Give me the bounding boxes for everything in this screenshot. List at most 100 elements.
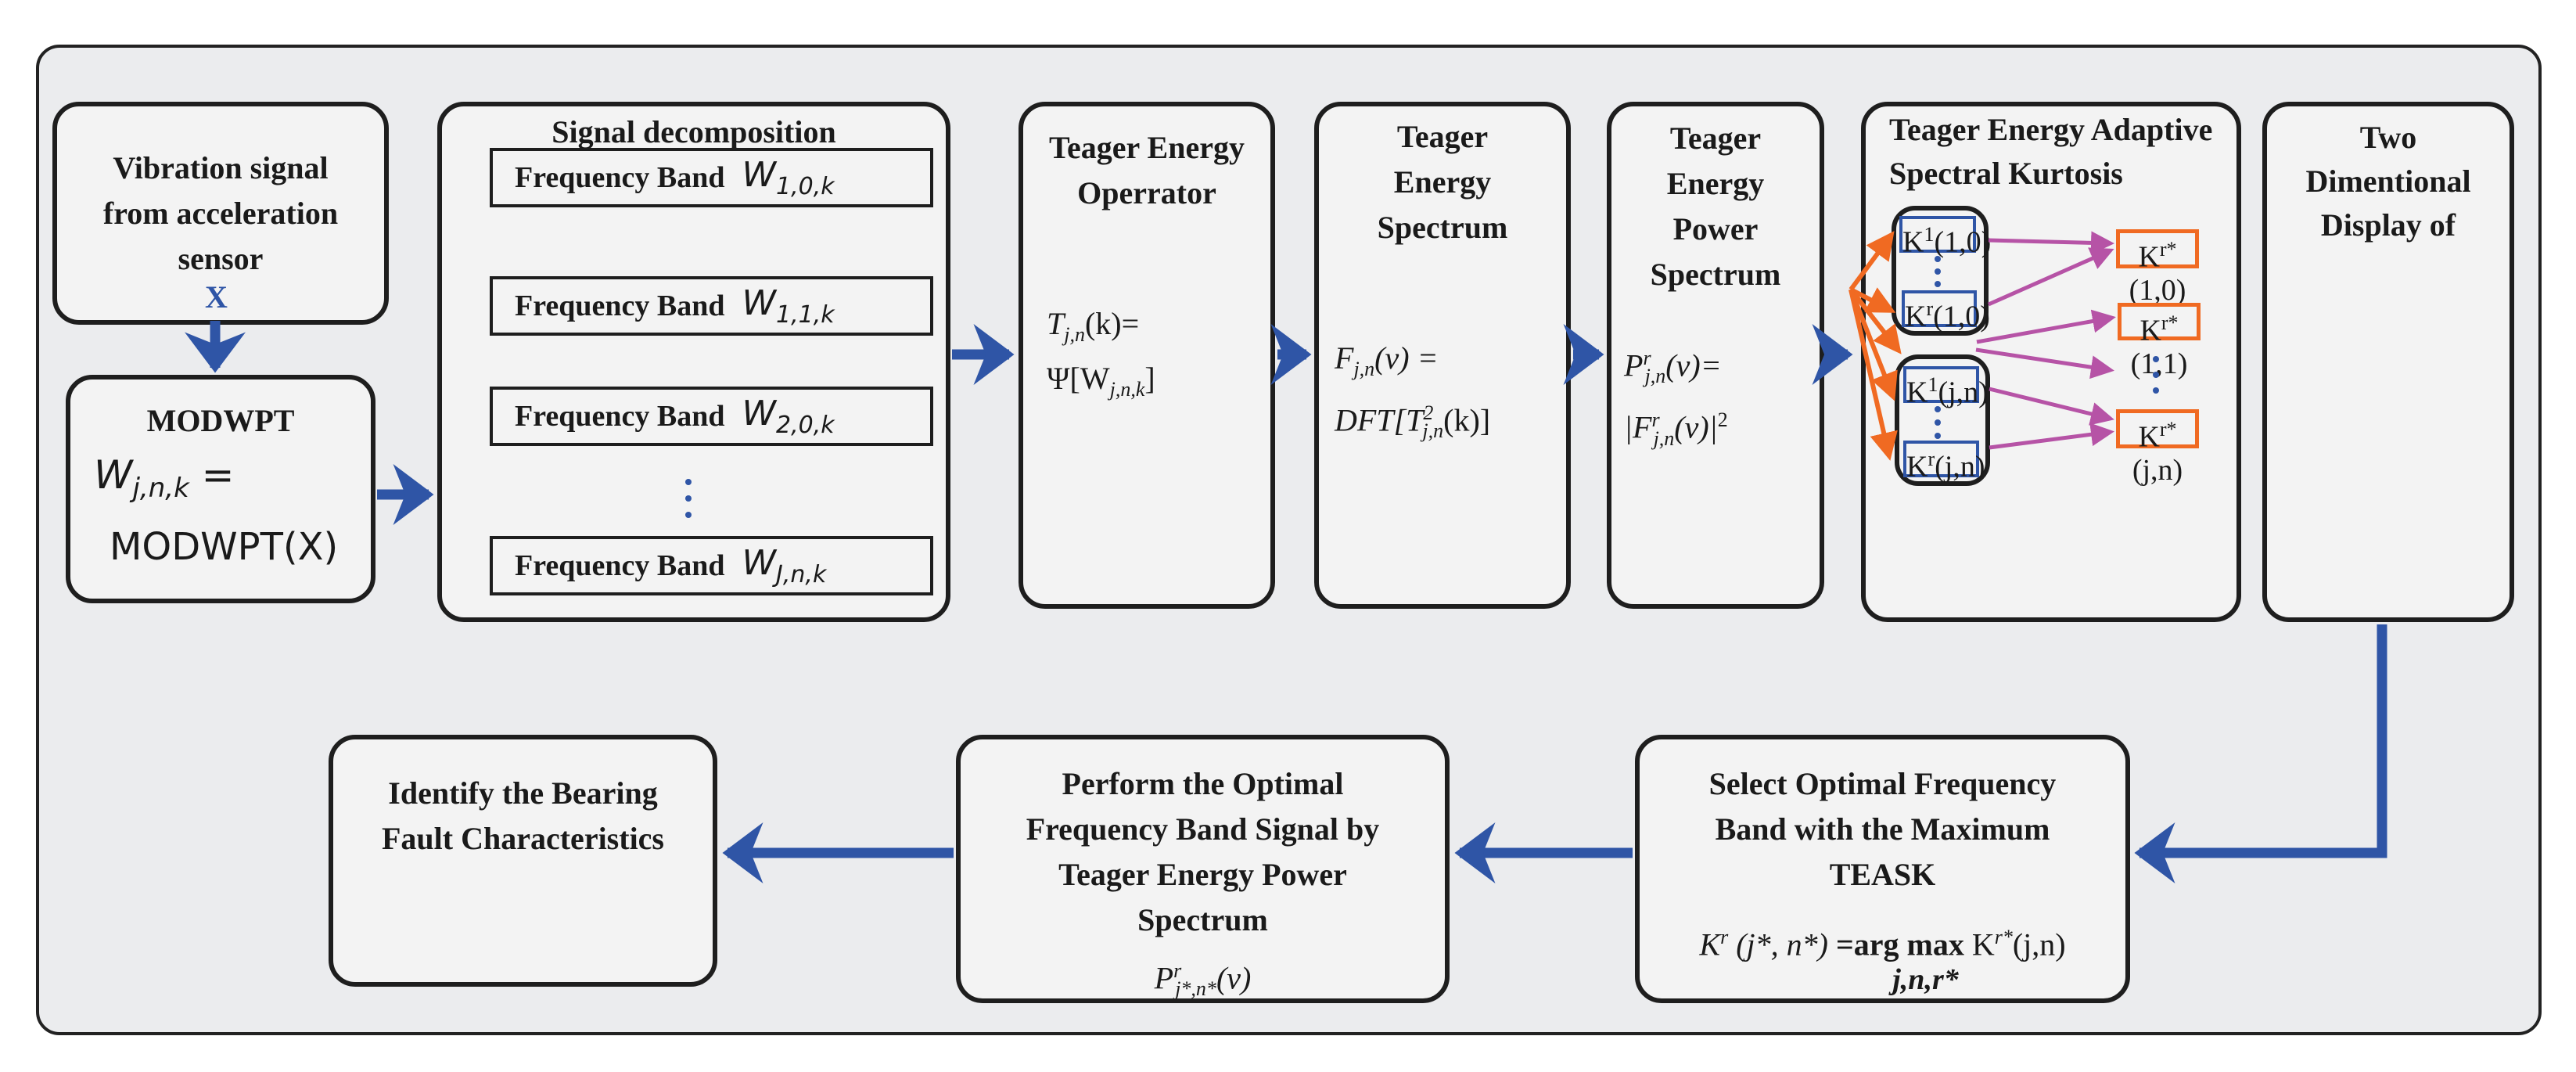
ellipsis-dot xyxy=(1935,281,1941,287)
ellipsis-dot xyxy=(1935,406,1941,412)
magenta-arrow xyxy=(1976,309,2116,344)
frequency-band-1: Frequency Band W1,0,k xyxy=(490,148,933,207)
band-sub: 1,1,k xyxy=(776,300,835,329)
magenta-arrow xyxy=(1989,423,2114,450)
kurtosis-kr-1-0: Kr(1,0) xyxy=(1902,290,1990,333)
k-sup: r xyxy=(1928,448,1935,470)
teager-spectrum-box: Teager Energy Spectrum Fj,n(ν) = DFT[T2j,… xyxy=(1314,102,1571,609)
formula-part: 2 xyxy=(1423,401,1434,424)
orange-arrow xyxy=(1848,288,1898,401)
band-symbol: WJ,n,k xyxy=(742,543,827,588)
modwpt-formula-2: MODWPT(X) xyxy=(110,525,339,569)
ellipsis-dot xyxy=(2153,372,2159,378)
band-sym: W xyxy=(742,283,777,324)
ellipsis-dot xyxy=(2153,387,2159,394)
k-sup: r* xyxy=(2161,311,2179,334)
formula-part: j,n xyxy=(1064,323,1085,346)
power-title: Teager Energy Power Spectrum xyxy=(1650,121,1781,292)
select-formula-subscript: j,n,r* xyxy=(1892,963,1959,997)
formula-part: K xyxy=(1971,926,1995,962)
formula-part: P xyxy=(1154,960,1174,996)
ellipsis-dot xyxy=(1935,419,1941,426)
k-arg: (j,n) xyxy=(1935,450,1985,484)
formula-part: = xyxy=(189,452,235,498)
magenta-arrow xyxy=(1988,231,2114,255)
modwpt-box: MODWPT Wj,n,k = MODWPT(X) xyxy=(66,375,375,603)
formula-part: (ν)| xyxy=(1674,409,1718,445)
decomposition-title: Signal decomposition xyxy=(551,114,836,149)
k-sup: r* xyxy=(2159,418,2177,441)
frequency-band-2: Frequency Band W1,1,k xyxy=(490,276,933,336)
input-title: Vibration signal from acceleration senso… xyxy=(102,150,339,276)
k-arg: (j,n) xyxy=(2132,453,2183,487)
magenta-arrow xyxy=(1975,347,2114,380)
display-title: Two Dimentional Display of xyxy=(2305,120,2471,243)
formula-part: (j*, n*) xyxy=(1728,926,1828,962)
formula-part: F xyxy=(1335,340,1354,376)
formula-part: j,n xyxy=(1644,365,1666,388)
ellipsis-dot xyxy=(685,512,692,518)
band-symbol: W2,0,k xyxy=(742,394,835,439)
band-sub: 1,0,k xyxy=(776,172,835,200)
formula-part: |F xyxy=(1624,409,1652,445)
band-label: Frequency Band xyxy=(515,290,725,322)
k-sup: 1 xyxy=(1924,223,1935,246)
orange-arrow xyxy=(1848,289,1898,461)
formula-part: j,n xyxy=(1653,426,1675,450)
formula-part: j,n xyxy=(1353,358,1375,380)
band-label: Frequency Band xyxy=(515,549,725,582)
k-base: K xyxy=(2138,420,2160,454)
band-label: Frequency Band xyxy=(515,400,725,433)
band-symbol: W1,1,k xyxy=(742,283,835,329)
identify-box: Identify the Bearing Fault Characteristi… xyxy=(329,735,717,987)
x-label: X xyxy=(205,279,228,315)
formula-part: K xyxy=(1699,926,1721,962)
k-base: K xyxy=(2138,240,2160,274)
operator-title: Teager Energy Operrator xyxy=(1049,130,1245,210)
ellipsis-dot xyxy=(685,495,692,502)
select-title: Select Optimal Frequency Band with the M… xyxy=(1708,766,2057,892)
display-k-j-n: Kr* (j,n) xyxy=(2116,409,2199,487)
identify-title: Identify the Bearing Fault Characteristi… xyxy=(381,775,664,856)
ellipsis-dot xyxy=(1935,256,1941,262)
k-base: K xyxy=(1902,225,1924,259)
power-spectrum-box: Teager Energy Power Spectrum Prj,n(ν)= |F… xyxy=(1607,102,1824,609)
formula-part: Ψ[W xyxy=(1047,361,1110,396)
kurtosis-kr-j-n: Kr(j,n) xyxy=(1903,441,1985,483)
k-arg: (1,0) xyxy=(1933,300,1990,333)
teask-title: Teager Energy Adaptive Spectral Kurtosis xyxy=(1889,112,2213,191)
formula-part: j*,n* xyxy=(1175,977,1216,1001)
formula-part: r xyxy=(1173,959,1182,982)
teager-operator-box: Teager Energy Operrator Tj,n(k)= Ψ[Wj,n,k… xyxy=(1019,102,1275,609)
magenta-arrow xyxy=(1987,247,2114,307)
formula-part: 2 xyxy=(1717,408,1728,432)
formula-part: (k)= xyxy=(1084,306,1140,341)
display-k-1-1: Kr* (1,1) xyxy=(2118,303,2201,380)
k-base: K xyxy=(1906,450,1928,484)
band-sym: W xyxy=(742,155,777,196)
k-arg: (1,1) xyxy=(2130,347,2188,380)
k-arg: (1,0) xyxy=(2129,273,2186,307)
ellipsis-dot xyxy=(1935,268,1941,275)
kurtosis-k1-j-n: K1(j,n) xyxy=(1903,366,1989,408)
perform-title: Perform the Optimal Frequency Band Signa… xyxy=(1026,766,1380,937)
arrow-display-to-select xyxy=(2134,624,2387,883)
formula-part: T xyxy=(1047,306,1065,341)
ellipsis-dot xyxy=(1935,433,1941,439)
k-arg: (1,0) xyxy=(1934,225,1992,259)
band-sub: 2,0,k xyxy=(776,411,835,439)
formula-part: (ν)= xyxy=(1665,347,1722,383)
formula-part: j,n xyxy=(1422,419,1444,443)
band-label: Frequency Band xyxy=(515,161,725,194)
k-arg: (j,n) xyxy=(1938,376,1989,409)
ellipsis-dot xyxy=(2153,356,2159,362)
frequency-band-4: Frequency Band WJ,n,k xyxy=(490,536,933,595)
power-formula: Prj,n(ν)= |Frj,n(ν)|2 xyxy=(1624,336,1807,461)
formula-part: ] xyxy=(1144,361,1155,396)
frequency-band-3: Frequency Band W2,0,k xyxy=(490,387,933,446)
k-sup: r xyxy=(1926,297,1934,320)
formula-part: r xyxy=(1651,408,1660,432)
ellipsis-dot xyxy=(685,479,692,485)
